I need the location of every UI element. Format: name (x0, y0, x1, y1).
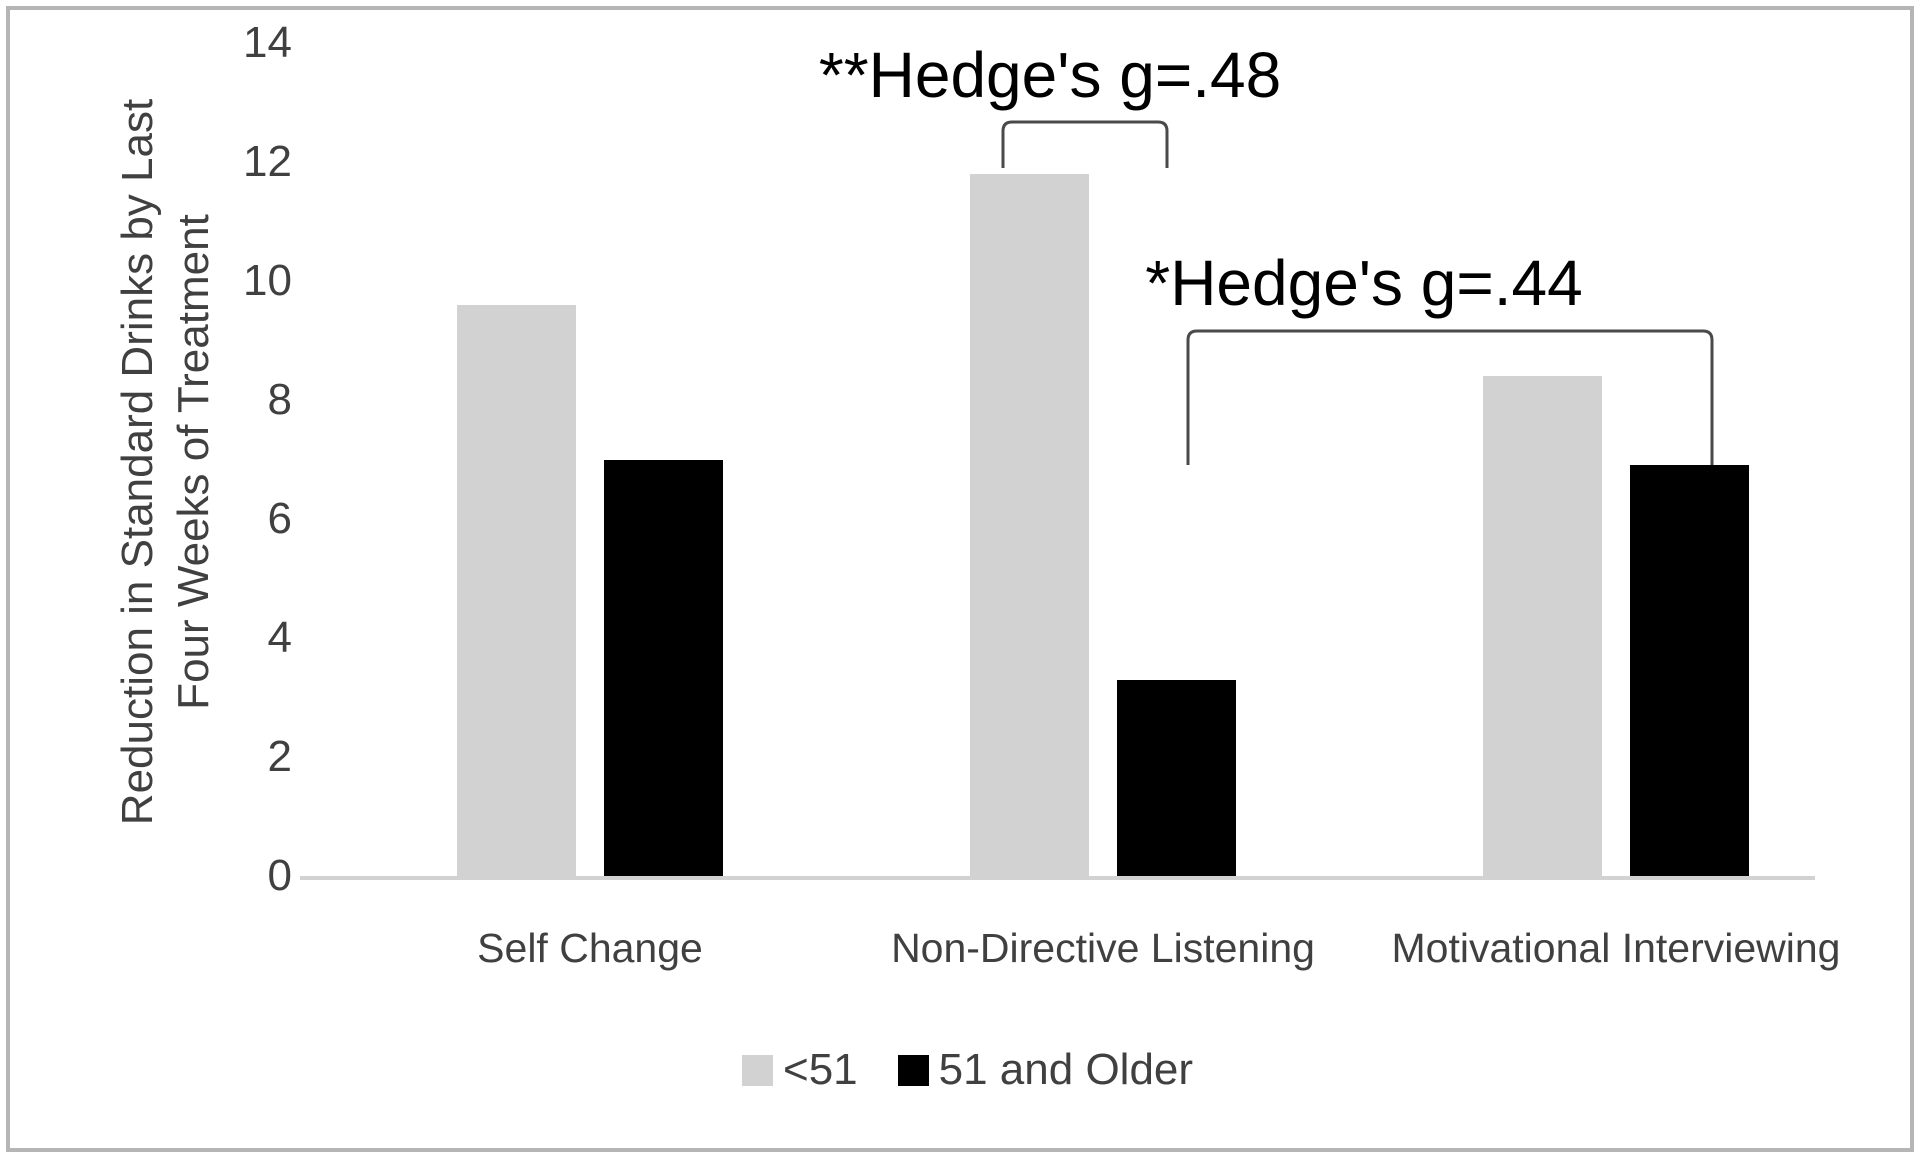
y-tick-label-2: 2 (267, 732, 292, 781)
legend-label-under51: <51 (783, 1045, 858, 1094)
legend-item-under51: <51 (742, 1048, 858, 1092)
legend-item-51-and-older: 51 and Older (897, 1045, 1194, 1094)
category-label-self-change: Self Change (477, 925, 703, 971)
y-tick-label-12: 12 (243, 137, 292, 186)
figure-border (6, 6, 1914, 1152)
y-tick-label-14: 14 (243, 18, 292, 67)
category-label-non-directive-listening: Non-Directive Listening (891, 925, 1315, 971)
annotation-hedges-g-44: *Hedge's g=.44 (1145, 247, 1583, 319)
legend-swatch-under51 (742, 1054, 773, 1086)
bar-under51-self-change (457, 304, 576, 876)
bar-51older-non-directive-listening (1117, 679, 1236, 876)
bar-under51-non-directive-listening (970, 173, 1089, 876)
legend-swatch-51-and-older (897, 1054, 929, 1086)
bar-under51-motivational-interviewing (1483, 376, 1602, 876)
chart-legend: <51 51 and Older (742, 1048, 1193, 1092)
y-tick-label-0: 0 (267, 851, 292, 900)
legend-label-51-and-older: 51 and Older (938, 1045, 1194, 1094)
y-tick-label-6: 6 (267, 494, 292, 543)
bar-51older-self-change (604, 459, 723, 876)
y-tick-label-4: 4 (267, 613, 292, 662)
category-label-motivational-interviewing: Motivational Interviewing (1391, 925, 1841, 971)
y-tick-label-8: 8 (267, 375, 292, 424)
y-tick-label-10: 10 (243, 256, 292, 305)
bar-51older-motivational-interviewing (1630, 465, 1749, 876)
y-axis-title-line1: Reduction in Standard Drinks by Last (113, 98, 162, 826)
annotation-hedges-g-48: **Hedge's g=.48 (818, 39, 1282, 111)
x-axis-line (300, 876, 1815, 880)
